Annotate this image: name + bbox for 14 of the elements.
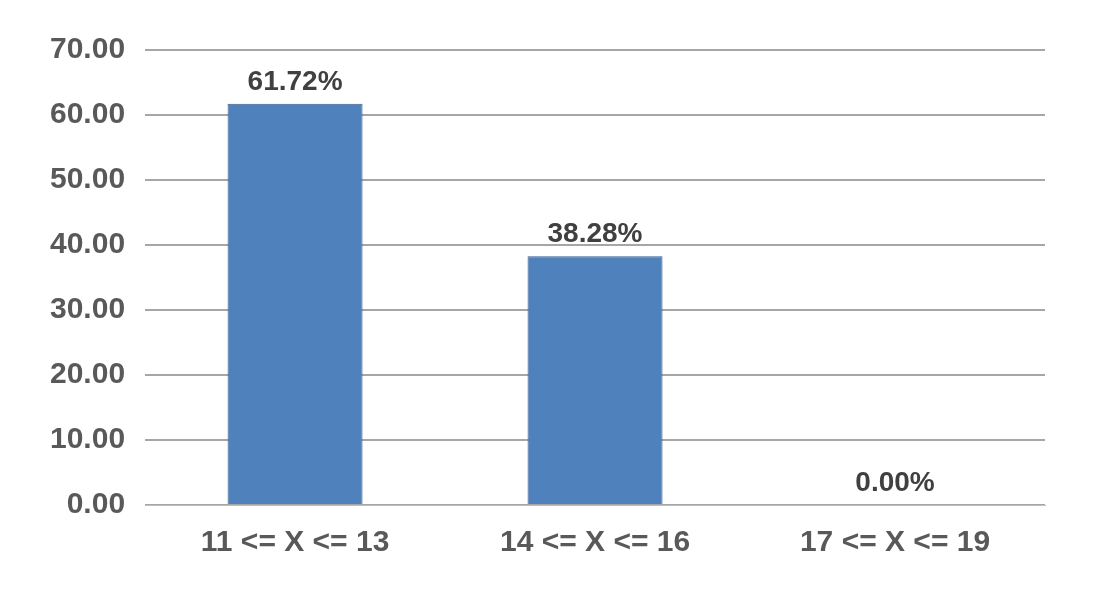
x-tick-label: 14 <= X <= 16 [499,524,691,558]
x-tick-label: 17 <= X <= 19 [799,524,991,558]
data-label: 38.28% [547,216,643,248]
y-tick-label: 50.00 [50,161,126,195]
y-tick-label: 70.00 [50,31,126,65]
y-tick-label: 30.00 [50,291,126,325]
y-tick-label: 40.00 [50,226,126,260]
data-label: 61.72% [247,64,343,96]
y-tick-label: 60.00 [50,96,126,130]
x-tick-label: 11 <= X <= 13 [200,524,390,558]
y-tick-label: 20.00 [50,356,126,390]
y-tick-label: 0.00 [66,486,126,520]
y-tick-label: 10.00 [50,421,126,455]
data-label: 0.00% [855,465,935,497]
